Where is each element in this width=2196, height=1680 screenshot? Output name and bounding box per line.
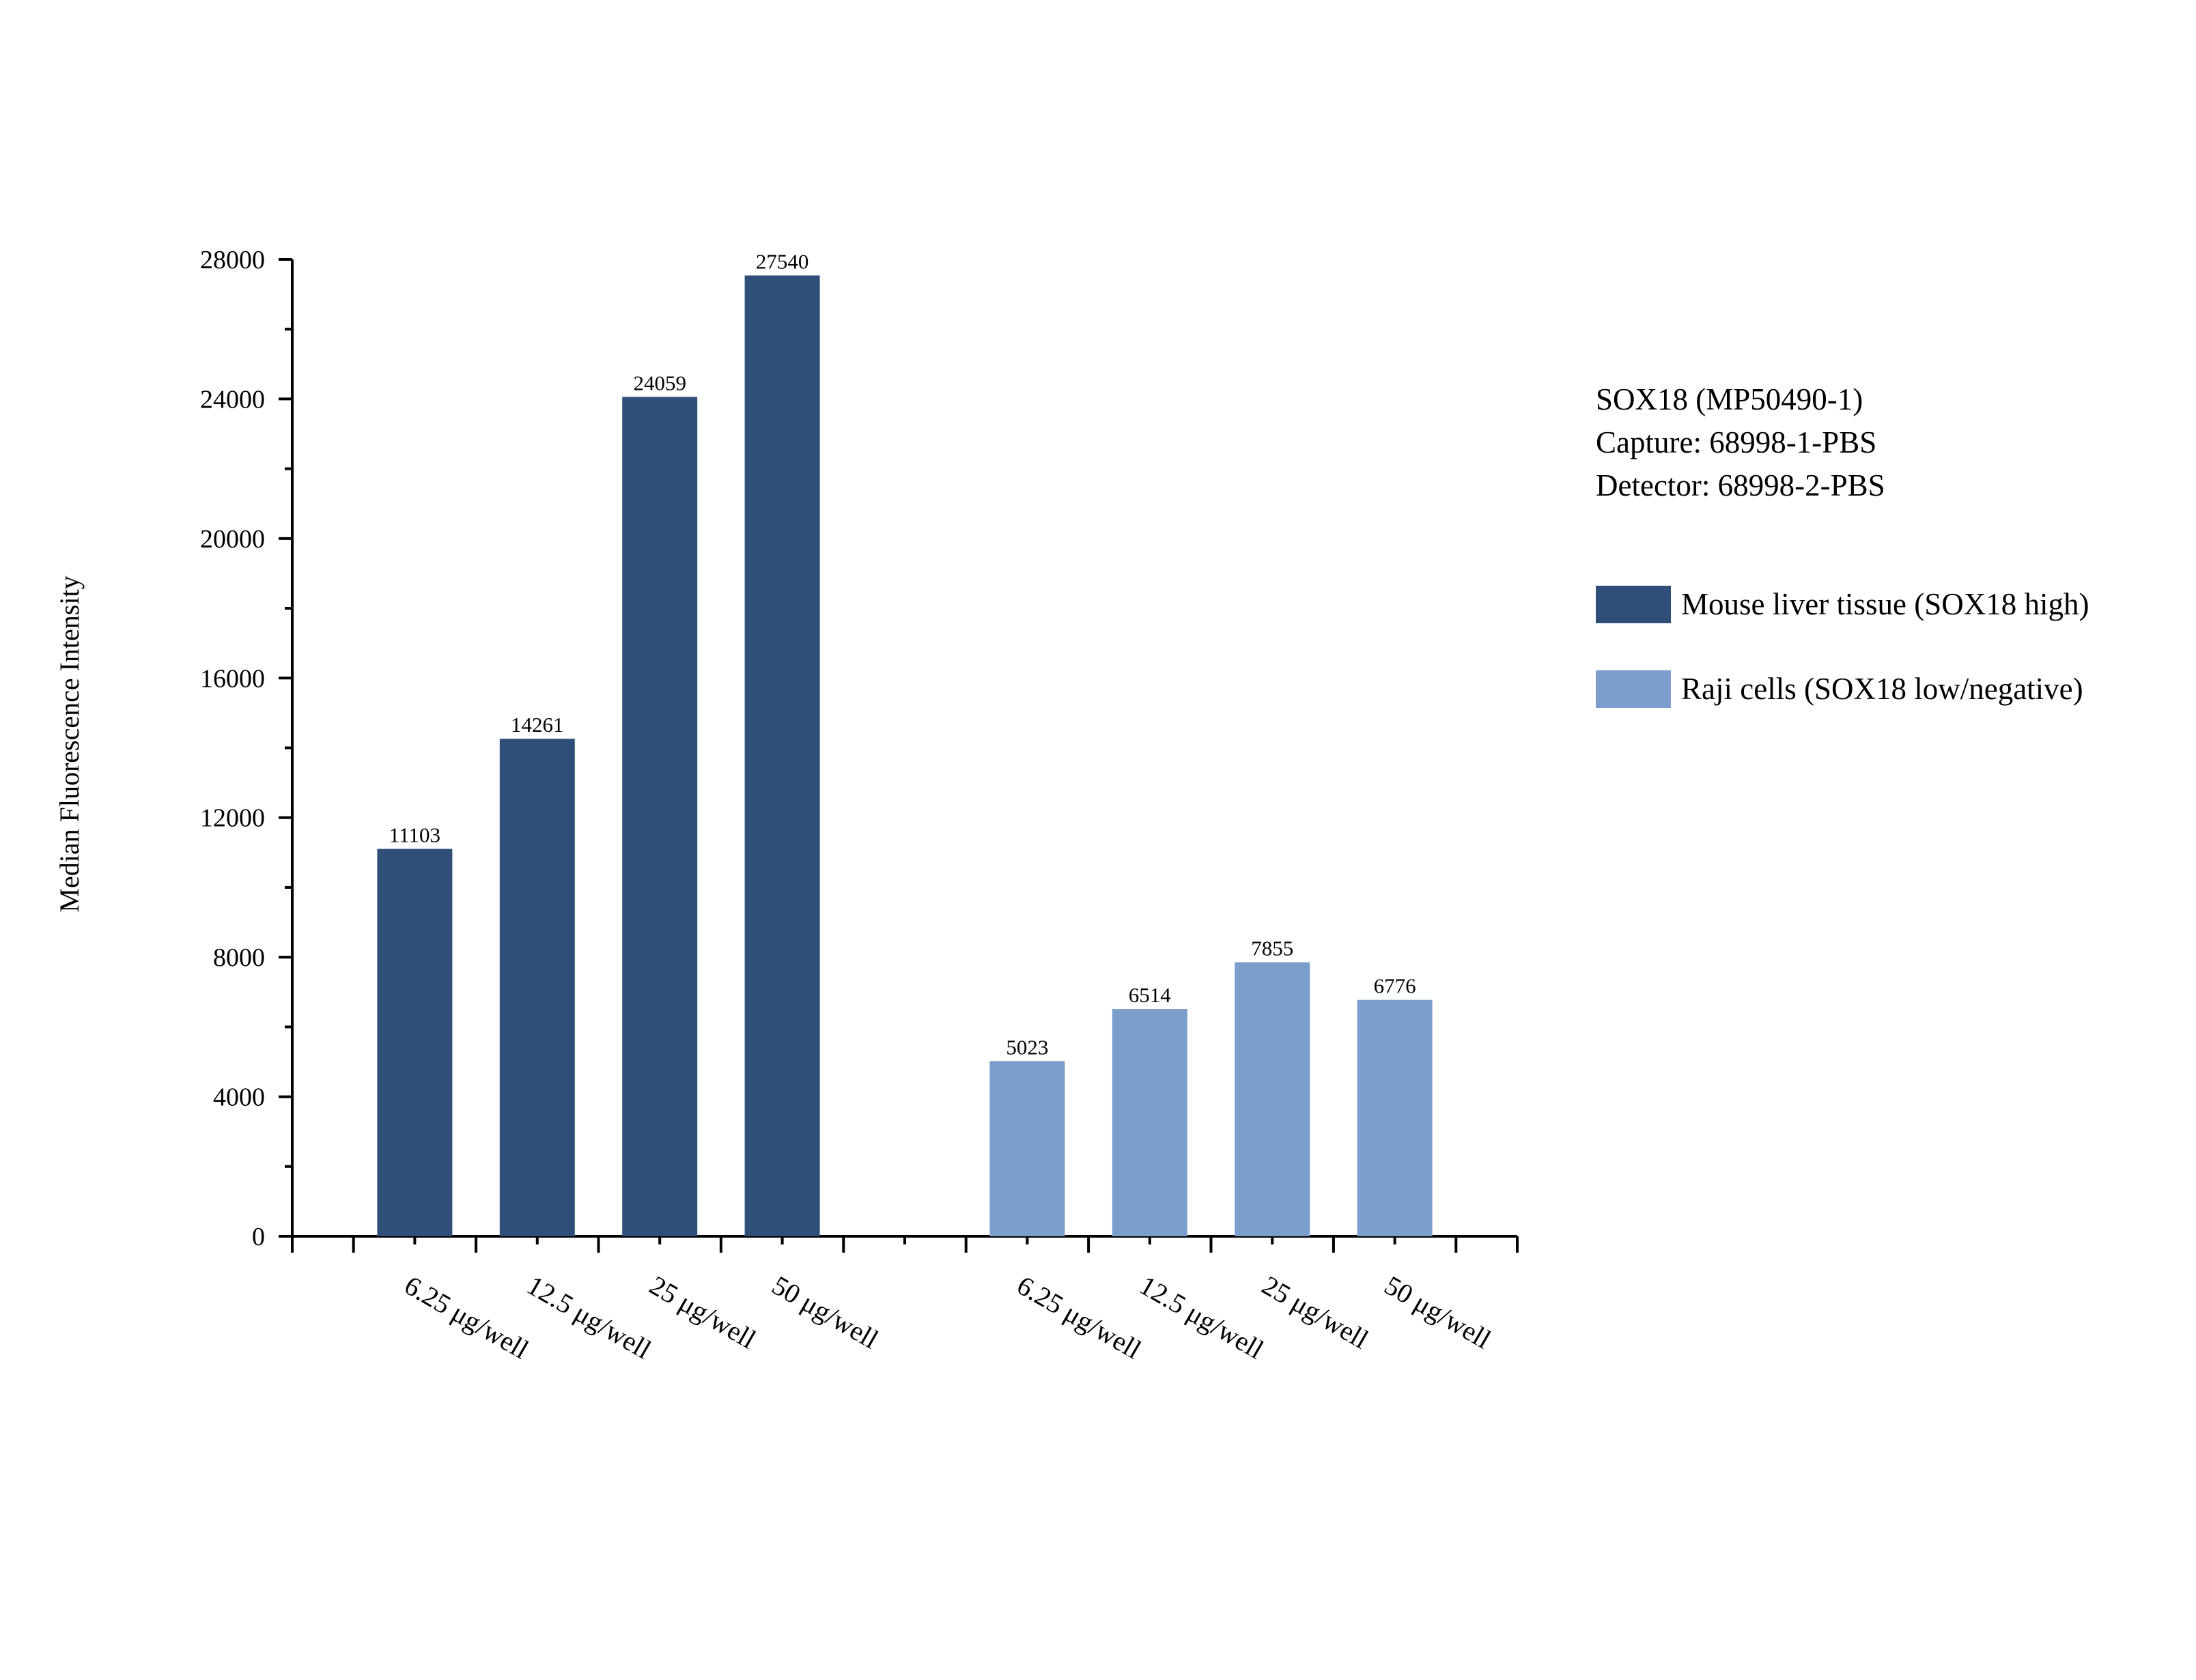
bar: [622, 397, 698, 1236]
bar: [1357, 999, 1433, 1236]
legend-swatch: [1596, 586, 1671, 623]
legend-label: Raji cells (SOX18 low/negative): [1681, 672, 2083, 706]
x-category-label: 25 μg/well: [1257, 1270, 1374, 1355]
bar: [744, 275, 820, 1236]
x-category-label: 12.5 μg/well: [522, 1270, 656, 1365]
bar: [377, 849, 453, 1236]
x-category-label: 12.5 μg/well: [1134, 1270, 1269, 1365]
bar: [499, 739, 575, 1236]
legend: Mouse liver tissue (SOX18 high) Raji cell…: [1596, 586, 2089, 708]
y-tick-label: 4000: [213, 1083, 265, 1112]
info-line: SOX18 (MP50490-1): [1596, 382, 1863, 416]
y-tick-label: 8000: [213, 943, 265, 972]
info-line: Detector: 68998-2-PBS: [1596, 468, 1885, 502]
bar-value-label: 24059: [633, 371, 686, 395]
chart-info: SOX18 (MP50490-1) Capture: 68998-1-PBS Det…: [1596, 382, 1885, 502]
axes: [291, 259, 1517, 1238]
legend-label: Mouse liver tissue (SOX18 high): [1681, 587, 2089, 621]
x-category-label: 6.25 μg/well: [1012, 1270, 1146, 1365]
bar: [1112, 1009, 1187, 1236]
x-category-label: 50 μg/well: [767, 1270, 884, 1355]
x-category-label: 25 μg/well: [645, 1270, 761, 1355]
info-line: Capture: 68998-1-PBS: [1596, 425, 1876, 459]
bar-value-label: 7855: [1251, 937, 1293, 960]
legend-swatch: [1596, 670, 1671, 708]
y-tick-label: 28000: [200, 246, 265, 274]
bar-value-label: 27540: [756, 250, 809, 274]
y-tick-label: 12000: [200, 804, 265, 833]
bar-value-label: 14261: [511, 713, 564, 737]
bar: [1235, 962, 1310, 1236]
bar: [989, 1061, 1065, 1236]
bar-value-label: 6514: [1129, 983, 1172, 1007]
bar-value-label: 5023: [1006, 1035, 1048, 1059]
bar-labels: 11103 14261 24059 27540 5023 6514 7855 6776: [389, 250, 1416, 1059]
x-category-label: 6.25 μg/well: [399, 1270, 534, 1365]
y-tick-label: 0: [252, 1223, 265, 1251]
y-ticks: 0 4000 8000 12000 16000 20000 24000 28000: [200, 246, 292, 1251]
x-category-label: 50 μg/well: [1379, 1270, 1496, 1355]
bar-value-label: 11103: [389, 823, 440, 847]
x-ticks: [291, 1236, 1519, 1253]
y-axis-title: Median Fluorescence Intensity: [54, 575, 85, 912]
y-tick-label: 16000: [200, 664, 265, 693]
bars: [377, 275, 1433, 1236]
y-tick-label: 20000: [200, 525, 265, 554]
y-tick-label: 24000: [200, 385, 265, 414]
bar-value-label: 6776: [1374, 974, 1416, 998]
